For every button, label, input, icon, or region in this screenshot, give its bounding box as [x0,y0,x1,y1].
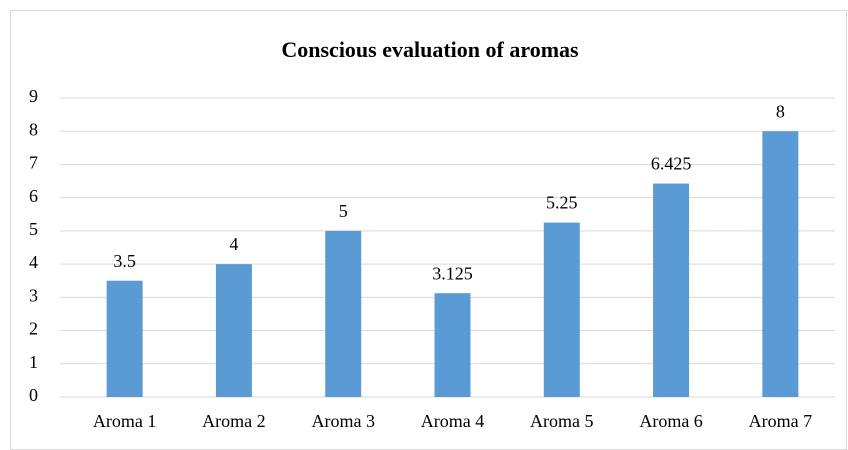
x-tick-label: Aroma 4 [421,411,484,431]
y-tick-label: 8 [29,119,38,139]
data-label: 5 [339,201,348,221]
bar [434,293,471,397]
x-tick-label: Aroma 6 [639,411,702,431]
x-tick-label: Aroma 3 [311,411,374,431]
x-tick-label: Aroma 5 [530,411,593,431]
x-tick-label: Aroma 2 [202,411,265,431]
bar [215,264,252,397]
data-label: 8 [776,101,785,121]
y-tick-label: 6 [29,186,38,206]
bar [543,222,580,397]
bar [653,183,690,397]
y-tick-label: 2 [29,319,38,339]
bar [106,280,143,397]
bar [762,131,799,397]
y-tick-label: 4 [29,252,38,272]
data-label: 3.125 [432,263,473,283]
bar [325,230,362,397]
data-label: 4 [229,234,238,254]
y-tick-label: 5 [29,219,38,239]
data-label: 5.25 [546,193,578,213]
y-tick-label: 9 [29,86,38,106]
chart-frame [10,10,847,450]
x-tick-label: Aroma 1 [93,411,156,431]
data-label: 6.425 [651,154,692,174]
y-tick-label: 0 [29,385,38,405]
chart-title: Conscious evaluation of aromas [281,37,579,62]
x-tick-label: Aroma 7 [749,411,812,431]
y-tick-label: 3 [29,285,38,305]
y-tick-label: 7 [29,153,38,173]
y-tick-label: 1 [29,352,38,372]
data-label: 3.5 [113,251,136,271]
